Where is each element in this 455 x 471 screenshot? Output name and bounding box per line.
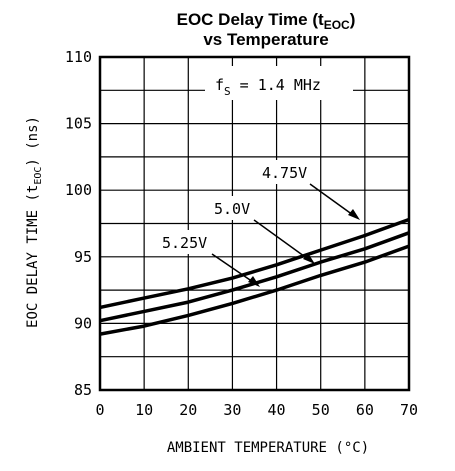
y-tick-label: 90 [74,314,92,332]
x-tick-label: 30 [223,401,241,419]
y-tick-labels: 85 90 95 100 105 110 [65,48,92,399]
y-tick-label: 85 [74,381,92,399]
x-axis-label: AMBIENT TEMPERATURE (°C) [167,440,369,456]
x-tick-label: 70 [400,401,418,419]
series-line-5.0V [100,233,409,321]
svg-text:5.25V: 5.25V [162,234,207,252]
y-tick-label: 95 [74,248,92,266]
grid [100,57,409,390]
x-tick-label: 60 [356,401,374,419]
condition-annotation: fS = 1.4 MHz [205,66,353,100]
x-tick-label: 50 [312,401,330,419]
y-axis-label: EOC DELAY TIME (tEOC) (ns) [25,116,44,328]
y-tick-label: 100 [65,181,92,199]
y-tick-label: 105 [65,115,92,133]
series-label-5.0V: 5.0V [210,196,315,264]
x-tick-label: 0 [95,401,104,419]
chart-title-line2: vs Temperature [203,30,328,49]
y-tick-label: 110 [65,48,92,66]
x-tick-label: 40 [268,401,286,419]
x-tick-label: 10 [135,401,153,419]
x-tick-labels: 0 10 20 30 40 50 60 70 [95,401,418,419]
svg-text:4.75V: 4.75V [262,164,307,182]
svg-text:5.0V: 5.0V [214,200,250,218]
series-lines [100,220,409,335]
x-tick-label: 20 [179,401,197,419]
chart-title: EOC Delay Time (tEOC) [177,10,356,32]
series-label-5.25V: 5.25V [158,230,260,287]
